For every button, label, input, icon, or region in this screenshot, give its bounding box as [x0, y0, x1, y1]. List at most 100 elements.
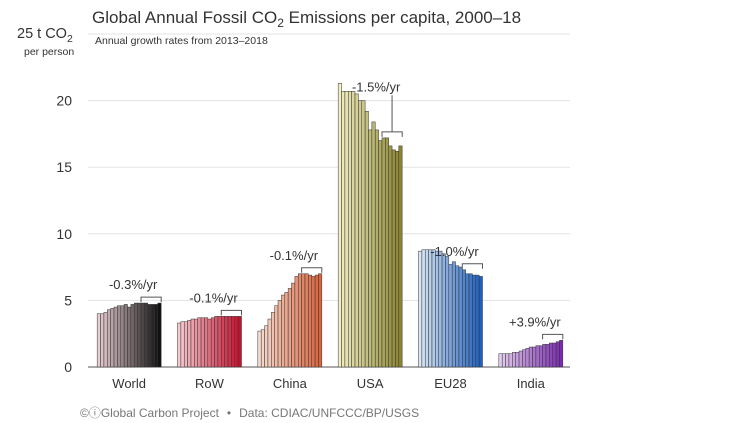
x-axis-ticks: World RoW China USA EU28 India — [112, 376, 545, 391]
bar — [227, 316, 232, 368]
bar-group-row — [177, 316, 242, 368]
cc-license-icon: ©ⓘ — [80, 406, 101, 420]
y-tick-label: 20 — [56, 93, 72, 109]
bar — [539, 345, 543, 368]
bar — [187, 320, 192, 368]
bar — [224, 316, 229, 368]
bar — [458, 266, 463, 368]
bar — [298, 273, 302, 368]
bar — [381, 137, 386, 368]
x-tick-label: RoW — [195, 376, 225, 391]
bar — [518, 350, 523, 368]
bar — [231, 316, 236, 368]
growth-bracket — [461, 263, 483, 269]
bar — [204, 317, 209, 368]
bar — [183, 321, 188, 368]
footer-separator: • — [227, 406, 231, 420]
bar — [385, 137, 389, 368]
bar — [110, 308, 115, 368]
bar — [190, 318, 195, 368]
bar — [120, 305, 125, 368]
bar — [281, 294, 286, 368]
bar — [117, 305, 121, 368]
x-tick-label: World — [112, 376, 146, 391]
bar — [398, 145, 403, 368]
bar — [123, 304, 128, 368]
growth-rate-label: +3.9%/yr — [509, 314, 561, 329]
x-tick-label: India — [517, 376, 546, 391]
bar — [438, 250, 443, 368]
bar — [344, 91, 349, 368]
bar — [388, 145, 393, 368]
y-tick-label: 15 — [56, 159, 72, 175]
bar — [468, 273, 473, 368]
bar — [532, 346, 537, 368]
bar — [418, 250, 423, 368]
bar — [180, 321, 185, 368]
bar — [501, 353, 506, 368]
growth-bracket — [542, 333, 564, 340]
bar — [147, 304, 152, 368]
bar — [301, 273, 306, 368]
bar — [150, 304, 155, 368]
y-tick-label: 10 — [56, 226, 72, 242]
bar — [130, 304, 135, 368]
bar — [395, 150, 400, 368]
bar — [314, 274, 319, 368]
bar — [462, 269, 466, 368]
bar — [358, 100, 363, 368]
growth-rate-label: -0.1%/yr — [189, 290, 238, 305]
bar — [260, 329, 265, 368]
chart-title: Global Annual Fossil CO2 Emissions per c… — [92, 8, 521, 30]
bar — [424, 249, 429, 368]
bar — [137, 302, 142, 368]
bar — [96, 313, 101, 368]
y-axis-label-subscript: 2 — [67, 33, 73, 45]
bar — [441, 253, 446, 368]
bar — [559, 340, 564, 368]
bar — [144, 302, 148, 368]
bar — [237, 316, 242, 368]
bar — [133, 302, 138, 368]
x-tick-label: China — [273, 376, 308, 391]
bar — [157, 302, 162, 368]
bar — [472, 274, 477, 368]
bar — [210, 317, 215, 368]
bar — [257, 330, 262, 368]
bar — [368, 129, 373, 368]
bar — [341, 91, 346, 368]
bar — [525, 348, 530, 368]
bar — [271, 312, 275, 368]
bar — [512, 352, 516, 368]
bar — [549, 342, 553, 368]
footer-data-source: Data: CDIAC/UNFCCC/BP/USGS — [239, 406, 419, 420]
growth-bracket — [220, 309, 242, 316]
bar-group-eu28 — [418, 249, 483, 368]
bar — [552, 342, 557, 368]
bar — [177, 322, 182, 368]
footer: ©ⓘGlobal Carbon Project • Data: CDIAC/UNFC… — [80, 406, 419, 420]
bar — [154, 304, 159, 368]
bar — [371, 121, 376, 368]
bar — [294, 276, 299, 368]
bar-group-world — [96, 302, 162, 368]
bar — [374, 129, 379, 368]
growth-rate-label: -1.5%/yr — [352, 79, 401, 94]
y-axis-label-line2: per person — [24, 46, 74, 58]
growth-rate-label: -0.3%/yr — [109, 277, 158, 292]
bar — [451, 261, 456, 368]
growth-bracket — [301, 267, 323, 273]
bar — [311, 276, 316, 368]
x-tick-label: EU28 — [434, 376, 467, 391]
bar — [542, 344, 547, 368]
bar — [287, 288, 292, 368]
bar — [545, 344, 550, 368]
bar — [200, 317, 205, 368]
bar — [274, 305, 279, 368]
bar — [448, 264, 453, 368]
growth-rate-label: -0.1%/yr — [270, 248, 319, 263]
bar — [337, 83, 342, 368]
bar — [264, 325, 269, 368]
growth-rate-label: -1.0%/yr — [430, 244, 479, 259]
y-tick-label: 5 — [64, 292, 72, 308]
